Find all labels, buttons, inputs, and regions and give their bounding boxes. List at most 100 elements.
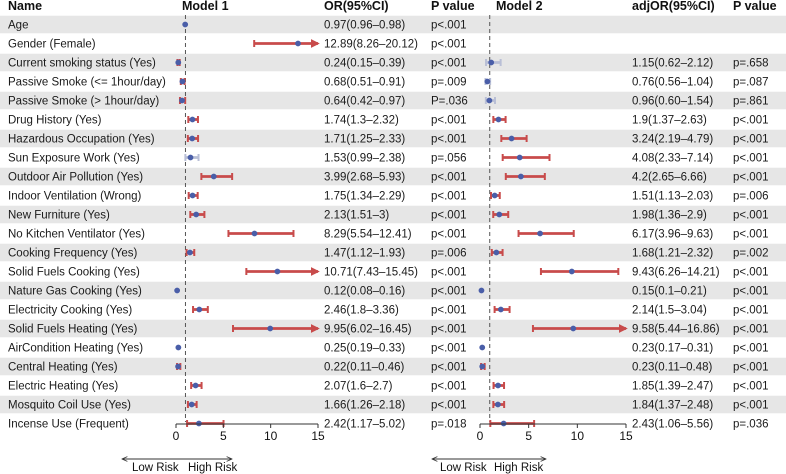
model2-adj-or-label: 4.08(2.33–7.14) bbox=[632, 153, 713, 165]
row-name: Gender (Female) bbox=[8, 39, 96, 51]
row-name: Drug History (Yes) bbox=[8, 115, 102, 127]
risk-arrows-model1: Low Risk High Risk bbox=[122, 459, 237, 474]
model2-p-value: p<.001 bbox=[733, 267, 769, 279]
table-row: Current smoking status (Yes) 0.24(0.15–0.… bbox=[8, 58, 769, 70]
table-row: Gender (Female) 12.89(8.26–20.12) p<.001 bbox=[8, 39, 467, 51]
model2-point-estimate bbox=[486, 98, 492, 104]
model1-p-value: p=.006 bbox=[431, 248, 467, 260]
model2-p-value: p<.001 bbox=[733, 305, 769, 317]
model2-point-estimate bbox=[496, 212, 502, 218]
row-name: Mosquito Coil Use (Yes) bbox=[8, 400, 131, 412]
model2-point-estimate bbox=[569, 269, 575, 275]
model2-adj-or-label: 1.85(1.39–2.47) bbox=[632, 381, 713, 393]
column-headers: Name Model 1 OR(95%CI) P value Model 2 a… bbox=[8, 0, 777, 13]
model1-or-label: 2.46(1.8–3.36) bbox=[324, 305, 399, 317]
model2-adj-or-label: 0.96(0.60–1.54) bbox=[632, 96, 713, 108]
model2-point-estimate bbox=[479, 288, 485, 294]
table-row: Mosquito Coil Use (Yes) 1.66(1.26–2.18) p<… bbox=[8, 400, 769, 412]
header-model2: Model 2 bbox=[496, 0, 543, 13]
model2-p-value: p<.001 bbox=[733, 210, 769, 222]
model2-p-value: p<.001 bbox=[733, 381, 769, 393]
model1-point-estimate bbox=[175, 60, 181, 66]
table-row: Sun Exposure Work (Yes) 1.53(0.99–2.38) p=… bbox=[8, 153, 769, 165]
model2-p-value: p=.658 bbox=[733, 58, 769, 70]
header-name: Name bbox=[8, 0, 42, 13]
model1-p-value: p<.001 bbox=[431, 381, 467, 393]
row-name: Electric Heating (Yes) bbox=[8, 381, 118, 393]
table-row: Indoor Ventilation (Wrong) 1.75(1.34–2.29… bbox=[8, 191, 769, 203]
model1-or-label: 0.22(0.11–0.46) bbox=[324, 362, 405, 374]
model2-p-value: p<.001 bbox=[733, 153, 769, 165]
model1-or-label: 1.75(1.34–2.29) bbox=[324, 191, 405, 203]
row-name: No Kitchen Ventilator (Yes) bbox=[8, 229, 145, 241]
row-name: Incense Use (Frequent) bbox=[8, 419, 129, 431]
model1-p-value: p<.001 bbox=[431, 115, 467, 127]
model1-p-value: p<.001 bbox=[431, 343, 467, 355]
model1-p-value: p<.001 bbox=[431, 305, 467, 317]
model1-p-value: p=.009 bbox=[431, 77, 467, 89]
table-row: Outdoor Air Pollution (Yes) 3.99(2.68–5.9… bbox=[8, 172, 769, 184]
model1-p-value: p=.018 bbox=[431, 419, 467, 431]
high-risk-label: High Risk bbox=[494, 462, 543, 474]
model1-point-estimate bbox=[175, 364, 181, 370]
model1-p-value: p=.056 bbox=[431, 153, 467, 165]
model1-p-value: p<.001 bbox=[431, 134, 467, 146]
model2-point-estimate bbox=[495, 383, 501, 389]
row-name: Sun Exposure Work (Yes) bbox=[8, 153, 140, 165]
table-row: Solid Fuels Heating (Yes) 9.95(6.02–16.45… bbox=[8, 324, 769, 336]
row-name: Nature Gas Cooking (Yes) bbox=[8, 286, 142, 298]
model2-point-estimate bbox=[493, 250, 499, 256]
model1-or-label: 10.71(7.43–15.45) bbox=[324, 267, 418, 279]
model2-p-value: p=.087 bbox=[733, 77, 769, 89]
model1-p-value: p<.001 bbox=[431, 191, 467, 203]
model2-adj-or-label: 1.84(1.37–2.48) bbox=[632, 400, 713, 412]
model1-or-label: 0.68(0.51–0.91) bbox=[324, 77, 405, 89]
model2-point-estimate bbox=[517, 155, 523, 161]
table-row: Drug History (Yes) 1.74(1.3–2.32) p<.001 1.… bbox=[8, 115, 769, 127]
model1-point-estimate bbox=[196, 307, 202, 313]
model2-adj-or-label: 1.15(0.62–2.12) bbox=[632, 58, 713, 70]
model1-or-label: 8.29(5.54–12.41) bbox=[324, 229, 412, 241]
model1-or-label: 9.95(6.02–16.45) bbox=[324, 324, 412, 336]
model1-p-value: p<.001 bbox=[431, 39, 467, 51]
model2-p-value: p<.001 bbox=[733, 134, 769, 146]
model2-adj-or-label: 4.2(2.65–6.66) bbox=[632, 172, 707, 184]
row-name: Passive Smoke (> 1hour/day) bbox=[8, 96, 159, 108]
model2-adj-or-label: 2.43(1.06–5.56) bbox=[632, 419, 713, 431]
model1-point-estimate bbox=[188, 155, 194, 161]
model2-adj-or-label: 0.23(0.17–0.31) bbox=[632, 343, 713, 355]
model1-p-value: p<.001 bbox=[431, 400, 467, 412]
low-risk-label: Low Risk bbox=[132, 462, 179, 474]
model2-point-estimate bbox=[570, 326, 576, 332]
model1-point-estimate bbox=[193, 383, 199, 389]
model2-point-estimate bbox=[496, 117, 502, 123]
table-row: Nature Gas Cooking (Yes) 0.12(0.08–0.16) p… bbox=[8, 286, 769, 298]
model1-or-label: 12.89(8.26–20.12) bbox=[324, 39, 418, 51]
model2-p-value: p<.001 bbox=[733, 286, 769, 298]
model1-point-estimate bbox=[295, 41, 301, 47]
row-name: Outdoor Air Pollution (Yes) bbox=[8, 172, 143, 184]
model1-or-label: 2.07(1.6–2.7) bbox=[324, 381, 393, 393]
tick-label: 15 bbox=[619, 429, 633, 443]
model2-point-estimate bbox=[488, 60, 494, 66]
model1-point-estimate bbox=[189, 136, 195, 142]
tick-label: 5 bbox=[220, 429, 227, 443]
model2-adj-or-label: 9.43(6.26–14.21) bbox=[632, 267, 720, 279]
model2-p-value: p=.006 bbox=[733, 191, 769, 203]
row-name: Solid Fuels Heating (Yes) bbox=[8, 324, 138, 336]
model2-point-estimate bbox=[479, 345, 485, 351]
model2-point-estimate bbox=[484, 79, 490, 85]
model1-p-value: P=.036 bbox=[431, 96, 468, 108]
table-row: Solid Fuels Cooking (Yes) 10.71(7.43–15.4… bbox=[8, 267, 769, 279]
model1-point-estimate bbox=[274, 269, 280, 275]
model1-point-estimate bbox=[189, 402, 195, 408]
model2-point-estimate bbox=[479, 364, 485, 370]
model2-adj-or-label: 1.51(1.13–2.03) bbox=[632, 191, 713, 203]
model1-or-label: 0.64(0.42–0.97) bbox=[324, 96, 405, 108]
high-risk-label: High Risk bbox=[188, 462, 237, 474]
model2-p-value: p<.001 bbox=[733, 362, 769, 374]
model2-adj-or-label: 6.17(3.96–9.63) bbox=[632, 229, 713, 241]
table-row: Electric Heating (Yes) 2.07(1.6–2.7) p<.00… bbox=[8, 381, 769, 393]
model1-point-estimate bbox=[187, 250, 193, 256]
row-name: Electricity Cooking (Yes) bbox=[8, 305, 132, 317]
